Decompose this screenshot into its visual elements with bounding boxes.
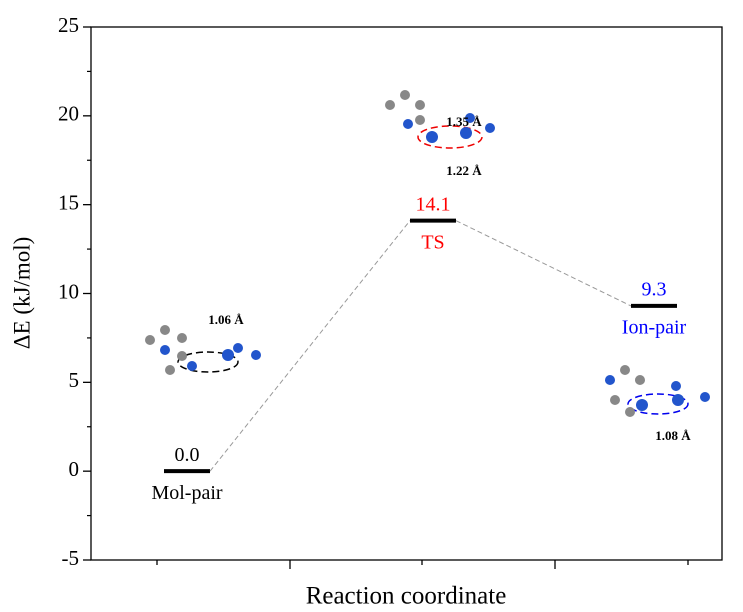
bond-length-label: 1.22 Å <box>446 163 482 178</box>
plot-frame <box>90 26 723 561</box>
y-axis-label: ΔE (kJ/mol) <box>9 237 34 350</box>
molecule-ts <box>385 90 495 149</box>
category-label: TS <box>421 231 444 253</box>
y-tick-label: 5 <box>69 368 80 392</box>
y-tick-label: 10 <box>58 279 79 303</box>
x-axis-ticks <box>156 560 689 569</box>
y-tick-label: 0 <box>69 457 80 481</box>
x-axis-label: Reaction coordinate <box>306 583 507 610</box>
category-label: Mol-pair <box>151 482 222 504</box>
bond-length-label: 1.06 Å <box>208 312 244 327</box>
category-label: Ion-pair <box>622 317 687 339</box>
molecule-ion-pair <box>605 365 710 417</box>
y-tick-label: -5 <box>62 546 80 570</box>
connector <box>455 220 632 307</box>
connector <box>209 220 411 472</box>
bond-length-label: 1.35 Å <box>446 114 482 129</box>
value-label: 14.1 <box>416 193 451 215</box>
value-label: 0.0 <box>175 444 200 466</box>
molecule-mol-pair <box>145 325 261 375</box>
value-label: 9.3 <box>642 279 667 301</box>
y-tick-label: 25 <box>58 13 79 37</box>
y-tick-label: 20 <box>58 102 79 126</box>
bond-length-label: 1.08 Å <box>655 428 691 443</box>
y-tick-label: 15 <box>58 190 79 214</box>
